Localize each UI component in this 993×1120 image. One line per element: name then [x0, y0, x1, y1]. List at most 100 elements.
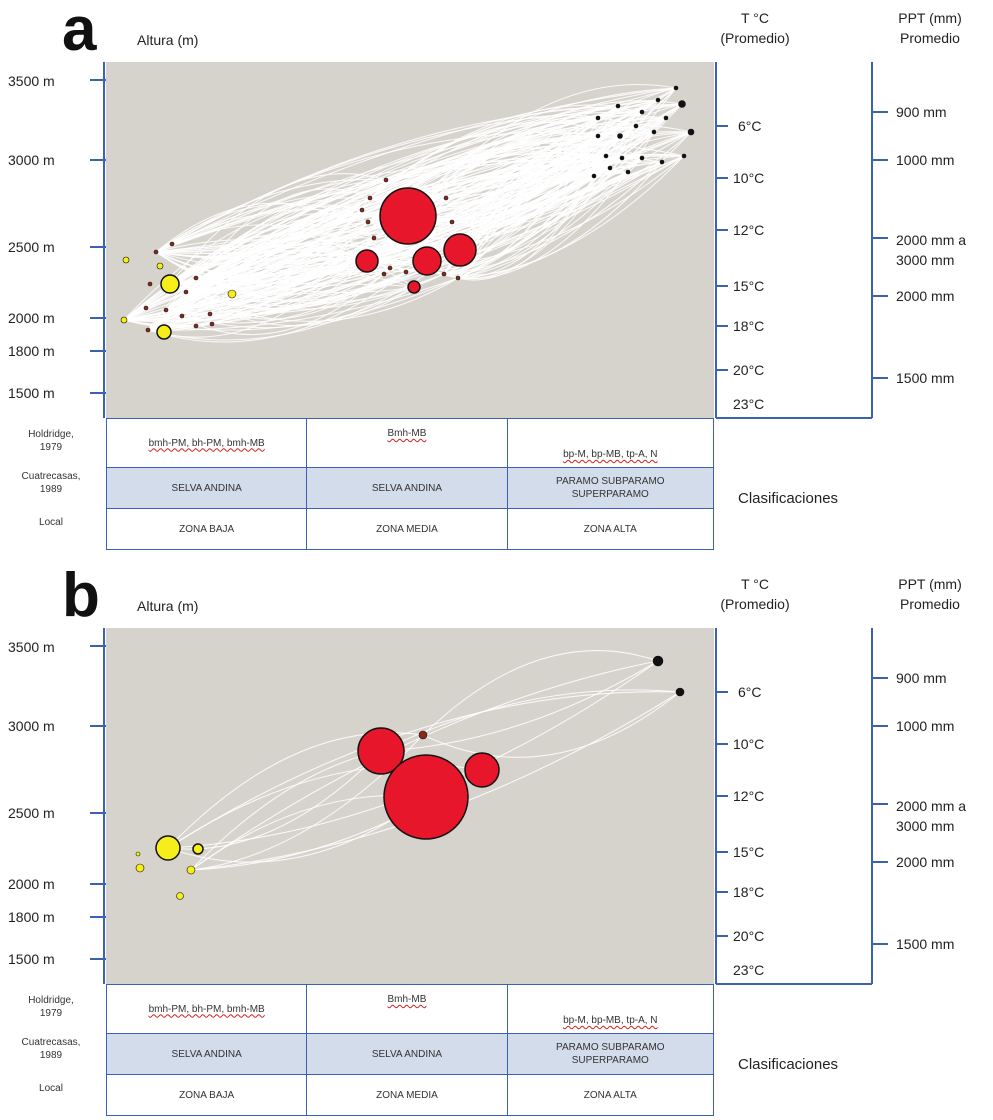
network-edge — [155, 111, 643, 253]
network-node — [687, 128, 695, 136]
network-node — [403, 269, 409, 275]
network-edge — [147, 205, 363, 331]
network-node — [359, 207, 365, 213]
network-node — [153, 249, 159, 255]
temp-tick: 6°C — [738, 118, 762, 134]
table-cell: PARAMO SUBPARAMO SUPERPARAMO — [556, 1042, 665, 1066]
network-node — [143, 305, 149, 311]
network-edge — [147, 125, 637, 331]
network-node — [595, 115, 601, 121]
table-row: bmh-PM, bh-PM, bmh-MB Bmh-MB bp-M, bp-MB… — [105, 418, 715, 468]
network-node — [145, 327, 151, 333]
alt-tick: 1500 m — [8, 385, 55, 401]
table-cell: PARAMO SUBPARAMO SUPERPARAMO — [556, 476, 665, 500]
nodes — [135, 655, 685, 900]
network-node — [365, 219, 371, 225]
network-edge — [190, 750, 382, 871]
network-node — [407, 280, 421, 294]
network-node — [156, 324, 172, 340]
network-node — [192, 843, 204, 855]
network-node — [169, 241, 175, 247]
network-edge — [165, 179, 387, 311]
temp-tick: 23°C — [733, 396, 765, 412]
network-edge — [165, 267, 391, 336]
network-node — [595, 133, 601, 139]
network-node — [160, 274, 180, 294]
table-cell: SELVA ANDINA — [171, 482, 242, 494]
network-node — [639, 155, 645, 161]
network-node — [371, 235, 377, 241]
network-node — [135, 851, 141, 857]
network-edge — [167, 691, 681, 849]
network-edge — [457, 169, 629, 279]
alt-tick: 3000 m — [8, 152, 55, 168]
network-node — [367, 195, 373, 201]
network-node — [619, 155, 625, 161]
network-node — [155, 835, 181, 861]
network-edge — [457, 157, 643, 279]
network-node — [379, 187, 437, 245]
alt-tick: 1800 m — [8, 343, 55, 359]
table-cell: SELVA ANDINA — [371, 1048, 443, 1060]
network-edge — [165, 87, 677, 311]
y-axis-title: Altura (m) — [137, 32, 199, 48]
network-node — [179, 313, 185, 319]
ppt-tick: 1500 mm — [896, 936, 955, 952]
network-graph — [120, 83, 695, 343]
ppt-tick: 2000 mm a 3000 mm — [896, 232, 967, 268]
edges — [123, 83, 692, 343]
network-edge — [457, 157, 623, 279]
network-edge — [165, 213, 369, 311]
temp-tick: 15°C — [733, 278, 765, 294]
temp-axis-title: T °C (Promedio) — [720, 576, 790, 612]
alt-tick: 3000 m — [8, 718, 55, 734]
network-node — [122, 256, 130, 264]
alt-tick: 1800 m — [8, 909, 55, 925]
network-edge — [457, 161, 663, 279]
network-node — [633, 123, 639, 129]
network-edge — [422, 691, 681, 758]
network-edge — [457, 105, 619, 279]
panel-letter: a — [62, 0, 97, 64]
network-edge — [422, 650, 659, 736]
nodes — [120, 85, 695, 340]
network-node — [655, 97, 661, 103]
table-cell: Bmh-MB — [387, 994, 427, 1005]
network-node — [449, 219, 455, 225]
classifications-label: Clasificaciones — [738, 490, 839, 507]
row-label-local: Local — [39, 517, 63, 528]
network-node — [418, 730, 428, 740]
row-label-local: Local — [39, 1083, 63, 1094]
network-node — [591, 173, 597, 179]
network-node — [681, 153, 687, 159]
network-edge — [147, 179, 387, 331]
network-edge — [457, 135, 621, 279]
table-row: ZONA BAJA ZONA MEDIA ZONA ALTA — [105, 508, 715, 550]
table-cell: ZONA MEDIA — [376, 1089, 438, 1101]
table-cell: SELVA ANDINA — [371, 482, 443, 494]
temp-tick: 6°C — [738, 684, 762, 700]
network-node — [193, 275, 199, 281]
network-node — [209, 321, 215, 327]
network-edge — [457, 155, 607, 279]
network-node — [441, 271, 447, 277]
table-row: ZONA BAJA ZONA MEDIA ZONA ALTA — [105, 1074, 715, 1116]
network-node — [383, 754, 469, 840]
network-node — [639, 109, 645, 115]
temp-tick: 10°C — [733, 170, 765, 186]
network-node — [176, 892, 184, 900]
table-cell: ZONA ALTA — [583, 523, 637, 535]
network-edge — [366, 111, 643, 263]
network-node — [387, 265, 393, 271]
classifications-label: Clasificaciones — [738, 1056, 839, 1073]
ppt-tick: 2000 mm a 3000 mm — [896, 798, 967, 834]
network-plot — [106, 62, 714, 418]
network-edge — [457, 111, 643, 279]
network-node — [659, 159, 665, 165]
network-edge — [457, 155, 685, 279]
y-axis-title: Altura (m) — [137, 598, 199, 614]
network-node — [625, 169, 631, 175]
alt-tick: 3500 m — [8, 639, 55, 655]
ppt-tick: 1000 mm — [896, 152, 955, 168]
temp-axis-title: T °C (Promedio) — [720, 10, 790, 46]
